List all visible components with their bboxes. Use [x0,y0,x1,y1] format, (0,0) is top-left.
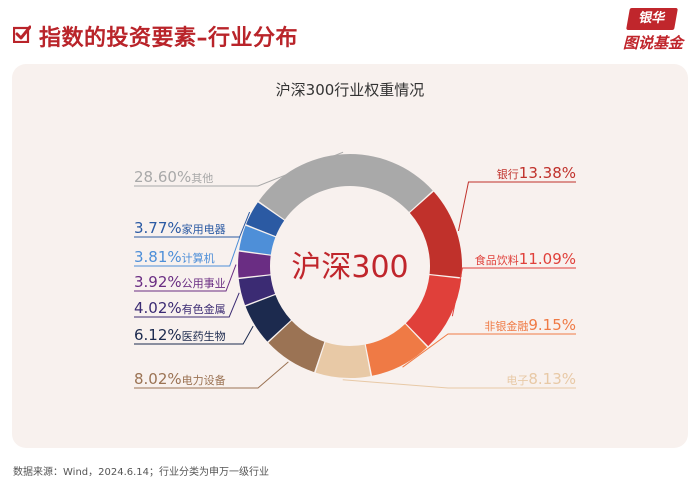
slice-label-group: 28.60%其他 [134,151,344,187]
leader-line [134,361,289,389]
brand-column-name: 图说基金 [622,34,683,52]
leader-line [134,237,241,267]
page-title: 指数的投资要素–行业分布 [39,26,299,51]
checkbox-icon [13,25,31,43]
slice-label: 4.02%有色金属 [134,299,226,317]
slice-银行 [409,191,463,278]
slice-label: 8.02%电力设备 [134,370,226,388]
slice-label: 28.60%其他 [134,168,213,186]
slice-label-group: 非银金融9.15% [402,316,576,368]
slice-家用电器 [246,202,285,237]
leader-line [134,211,251,238]
slice-label-group: 3.81%计算机 [134,237,241,267]
slice-公用事业 [238,251,271,278]
slice-电子 [315,342,371,378]
slice-label: 非银金融9.15% [484,316,576,334]
slice-label-group: 电子8.13% [342,370,576,389]
center-label: 沪深300 [291,250,408,285]
slice-label-group: 3.77%家用电器 [134,211,251,238]
slice-label: 6.12%医药生物 [134,326,226,344]
slice-label: 3.77%家用电器 [134,219,226,237]
slice-电力设备 [268,320,325,373]
slice-计算机 [239,225,276,255]
leader-line [451,267,576,317]
leader-line [134,325,254,345]
header: 指数的投资要素–行业分布 银华 图说基金 [0,0,700,64]
chart-title: 沪深300行业权重情况 [275,81,425,99]
slice-其他 [258,154,433,220]
leader-line [134,292,240,318]
brand-logo: 银华 图说基金 [612,8,694,58]
slice-label: 银行13.38% [497,164,576,182]
slice-label-group: 食品饮料11.09% [451,250,576,317]
data-source-footnote: 数据来源：Wind，2024.6.14；行业分类为申万一级行业 [13,467,270,478]
slice-label-group: 6.12%医药生物 [134,325,254,345]
chart-card [12,64,688,448]
slice-label: 3.81%计算机 [134,248,215,266]
slice-label-group: 8.02%电力设备 [134,361,289,389]
slice-label-group: 3.92%公用事业 [134,264,237,292]
slice-非银金融 [365,324,428,376]
leader-line [134,151,344,187]
slice-label: 电子8.13% [506,370,576,388]
leader-line [402,333,576,368]
leader-line [134,264,237,292]
slice-label: 3.92%公用事业 [134,273,226,291]
slice-label: 食品饮料11.09% [475,250,576,268]
slice-label-group: 4.02%有色金属 [134,292,240,318]
slice-医药生物 [245,294,291,342]
slice-食品饮料 [405,275,462,347]
leader-line [342,379,576,389]
slice-label-group: 银行13.38% [457,164,576,232]
leader-line [457,181,576,232]
slice-有色金属 [238,275,276,306]
